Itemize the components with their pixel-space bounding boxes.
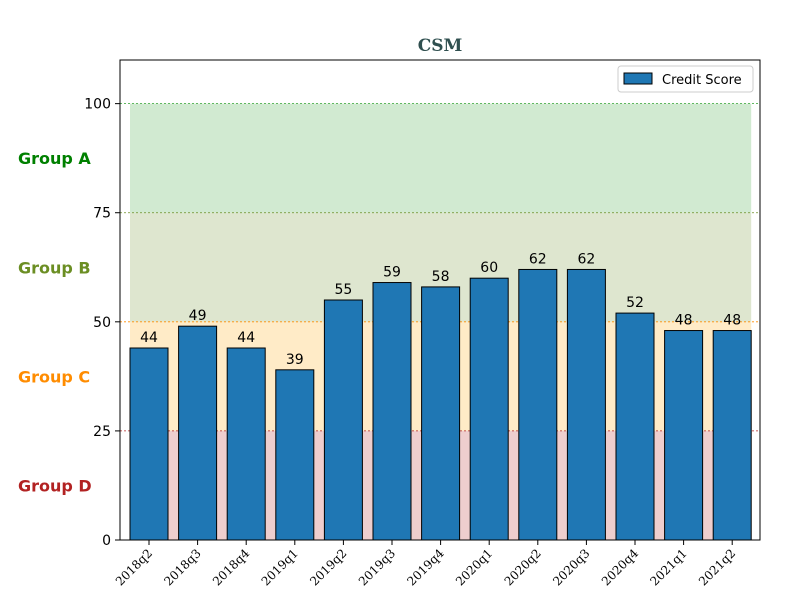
x-tick-label-2020q4: 2020q4	[599, 546, 642, 589]
x-tick-label-2018q4: 2018q4	[210, 546, 253, 589]
legend: Credit Score	[617, 65, 754, 93]
bar-2021q2	[712, 330, 752, 541]
plot-frame	[119, 59, 761, 541]
data-label-2019q3: 59	[383, 265, 401, 281]
x-tick-label-2021q2: 2021q2	[696, 546, 738, 588]
x-tick-label-2019q1: 2019q1	[259, 546, 301, 588]
x-tick-label-2019q4: 2019q4	[404, 546, 447, 589]
x-tick-label-2021q1: 2021q1	[647, 546, 689, 588]
bar-2018q2	[129, 347, 169, 541]
y-tick-label: 75	[93, 206, 111, 222]
bars: 44 49 44 39 55 59 58 60 62 62 52 48 48	[129, 251, 752, 541]
data-label-2021q1: 48	[675, 313, 693, 329]
data-label-2020q1: 60	[480, 260, 498, 276]
bar-2019q4	[421, 286, 461, 541]
bar-2018q3	[178, 325, 218, 541]
data-label-2020q2: 62	[529, 251, 547, 267]
legend-swatch	[623, 72, 653, 85]
bar-2020q3	[566, 268, 606, 541]
group-label-group-b: Group B	[18, 258, 91, 277]
data-label-2020q4: 52	[626, 295, 644, 311]
bar-2018q4	[226, 347, 266, 541]
data-label-2020q3: 62	[577, 251, 595, 267]
y-tick-label: 0	[102, 533, 111, 549]
bar-2020q1	[469, 277, 509, 541]
bar-2020q2	[518, 268, 558, 541]
group-label-group-d: Group D	[18, 476, 92, 495]
group-label-group-a: Group A	[18, 149, 91, 168]
data-label-2018q4: 44	[237, 330, 255, 346]
x-tick-label-2020q2: 2020q2	[502, 546, 544, 588]
x-tick-label-2019q2: 2019q2	[307, 546, 349, 588]
y-tick-label: 25	[93, 424, 111, 440]
group-labels: Group A Group B Group C Group D	[18, 149, 92, 495]
x-tick-label-2018q2: 2018q2	[113, 546, 155, 588]
y-tick-label: 100	[84, 97, 111, 113]
data-label-2018q3: 49	[189, 308, 207, 324]
data-label-2018q2: 44	[140, 330, 158, 346]
x-axis: 2018q2 2018q3 2018q4 2019q1 2019q2 2019q3 2019…	[113, 540, 738, 589]
bar-2021q1	[664, 330, 704, 541]
bar-2020q4	[615, 312, 655, 541]
chart-title: CSM	[418, 36, 463, 56]
bar-2019q1	[275, 369, 315, 541]
data-label-2019q4: 58	[432, 269, 450, 285]
legend-label: Credit Score	[662, 73, 742, 88]
data-label-2019q2: 55	[334, 282, 352, 298]
bar-2019q3	[372, 282, 412, 541]
group-label-group-c: Group C	[18, 367, 90, 386]
x-tick-label-2018q3: 2018q3	[161, 546, 203, 588]
y-tick-label: 50	[93, 315, 111, 331]
data-label-2021q2: 48	[723, 313, 741, 329]
bar-2019q2	[323, 299, 363, 541]
data-label-2019q1: 39	[286, 352, 304, 368]
y-axis: 0 25 50 75 100	[84, 97, 120, 549]
x-tick-label-2020q3: 2020q3	[550, 546, 592, 588]
x-tick-label-2020q1: 2020q1	[453, 546, 495, 588]
x-tick-label-2019q3: 2019q3	[356, 546, 398, 588]
band-group-a	[130, 103, 752, 213]
